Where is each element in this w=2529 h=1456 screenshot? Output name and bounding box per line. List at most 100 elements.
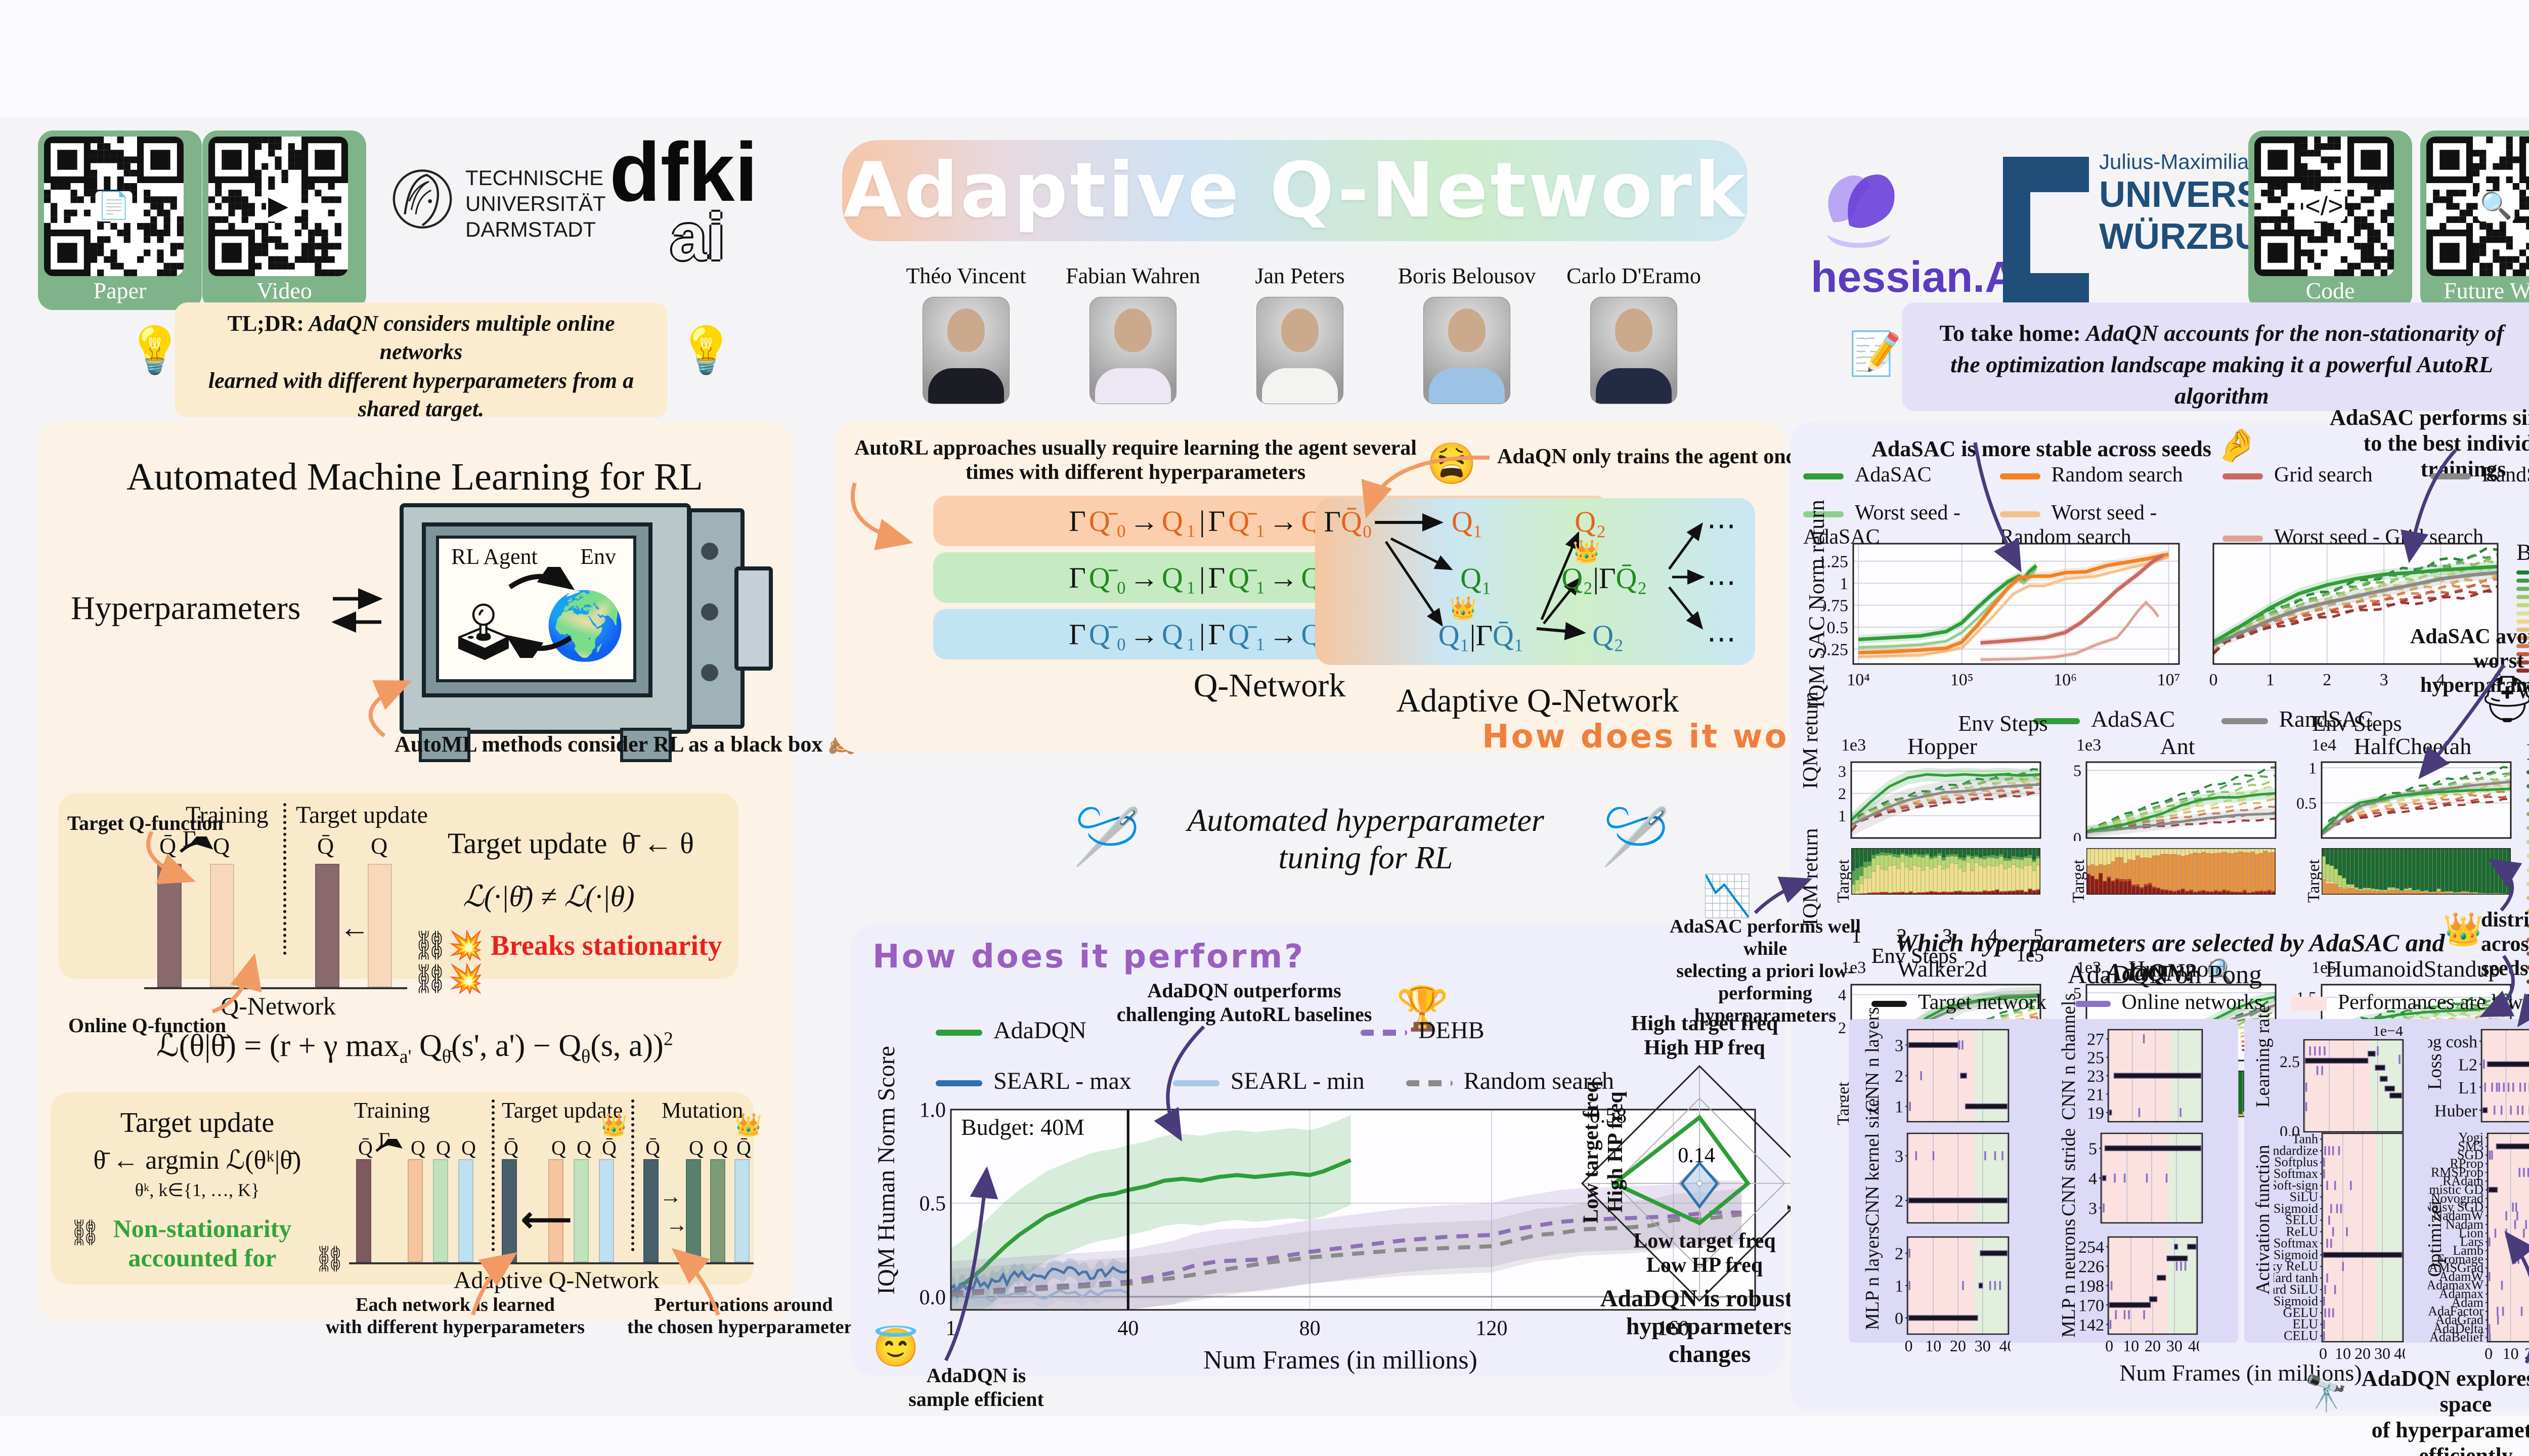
cnn-channels-panel: 27 25 23 21 19 <box>2078 1027 2204 1125</box>
svg-text:30: 30 <box>1975 1337 1991 1354</box>
boom-icon: 💥 <box>448 930 484 961</box>
env-chart: 1 2 31e3 <box>1821 745 2043 844</box>
svg-text:RProp: RProp <box>2450 1156 2483 1171</box>
svg-text:5: 5 <box>2073 761 2081 779</box>
svg-text:Novograd: Novograd <box>2431 1191 2483 1206</box>
top-band <box>0 0 2529 117</box>
qr-future-card[interactable]: 🔍 Future Work <box>2420 130 2529 310</box>
radar-label-bottom: Low target freq Low HP freq <box>1633 1229 1776 1277</box>
svg-text:120: 120 <box>1475 1317 1507 1340</box>
legend-searl-max: SEARL - max <box>993 1068 1131 1094</box>
perf-legend2: SEARL - max SEARL - min Random search <box>936 1067 1775 1095</box>
right-arrow: → <box>666 1212 688 1237</box>
e5-label: 1e5 <box>2016 945 2044 966</box>
svg-text:3: 3 <box>2088 1200 2097 1218</box>
td-loss-equation: ℒ(θ|θ̄) = (r + γ maxa' Qθ̄(s', a') − Qθ(… <box>156 1028 673 1068</box>
env-target-strip <box>2085 847 2277 897</box>
qr-code-image <box>2254 137 2394 276</box>
cnn-layers-panel: 3 2 1 <box>1884 1027 2011 1125</box>
hessian-blob-icon <box>1826 174 1895 248</box>
svg-text:2: 2 <box>1895 1192 1903 1211</box>
svg-text:80: 80 <box>1299 1317 1321 1340</box>
svg-text:226: 226 <box>2078 1258 2104 1276</box>
q-label: Q <box>371 833 388 859</box>
outperforms-note: AdaDQN outperforms challenging AutoRL ba… <box>1116 979 1372 1026</box>
q-node: ΓQ̄₀ <box>1324 505 1373 539</box>
sac-log-chart: 10⁴ 10⁵ 10⁶ 10⁷ 0.25 0.5 0.75 1 1.25 <box>1818 539 2185 693</box>
svg-text:L1: L1 <box>2458 1079 2477 1097</box>
poster-title: Adaptive Q-Network <box>843 147 1747 235</box>
qbar-label: Q̄ <box>317 833 334 859</box>
autorl-note: AutoRL approaches usually require learni… <box>854 436 1417 484</box>
qr-code-label: Code <box>2305 278 2355 303</box>
target-label: Target <box>2304 859 2323 903</box>
target-bar <box>157 864 182 987</box>
q-node: ⋯ <box>1707 566 1736 599</box>
svg-text:AdaBelief: AdaBelief <box>2429 1330 2483 1344</box>
svg-text:AdaDelta: AdaDelta <box>2433 1321 2483 1336</box>
env-steps-label: Env Steps <box>2312 711 2402 736</box>
title-banner: Adaptive Q-Network <box>842 140 1748 241</box>
breaks-row: ⛓💥 Breaks stationarity ⛓💥 <box>412 929 738 995</box>
online-bar <box>210 864 234 987</box>
env-title: Walker2d <box>1897 956 1987 982</box>
rl-agent-label: RL Agent <box>451 544 538 569</box>
best-worst-legend-1: Best Worst <box>2516 539 2529 703</box>
svg-text:10⁷: 10⁷ <box>2157 671 2181 689</box>
loss-neq-eq: ℒ(·|θ̄) ≠ ℒ(·|θ) <box>463 880 635 913</box>
hyperparameters-label: Hyperparameters <box>71 590 301 627</box>
svg-text:142: 142 <box>2078 1316 2104 1335</box>
svg-text:10: 10 <box>2503 1344 2519 1362</box>
svg-text:1: 1 <box>1895 1277 1903 1296</box>
tu-line3: DARMSTADT <box>465 217 596 242</box>
svg-text:GELU: GELU <box>2283 1305 2319 1320</box>
training-label: Training <box>186 802 269 828</box>
svg-text:2: 2 <box>1895 1245 1903 1263</box>
svg-text:1: 1 <box>2308 760 2317 777</box>
env-steps-label: Env Steps <box>1871 945 1957 968</box>
vault-body: RL Agent Env 🕹 🌍 <box>400 503 691 762</box>
svg-text:AdamaxW: AdamaxW <box>2428 1277 2483 1292</box>
svg-text:25: 25 <box>2087 1049 2104 1068</box>
qbar-label: Q̄ <box>159 833 177 859</box>
env-title: Humanoid <box>2128 956 2227 982</box>
qr-paper[interactable]: 📄 Paper <box>38 130 202 310</box>
qr-code-card[interactable]: </> Code <box>2248 130 2412 310</box>
author-name: Fabian Wahren <box>1066 263 1200 288</box>
svg-text:20: 20 <box>2145 1337 2161 1354</box>
svg-text:40: 40 <box>1117 1317 1139 1340</box>
author-name: Jan Peters <box>1255 263 1345 288</box>
perf-ylabel: IQM Human Norm Score <box>873 1046 900 1295</box>
svg-text:Tanh: Tanh <box>2292 1131 2318 1146</box>
svg-text:10: 10 <box>1925 1337 1941 1354</box>
svg-text:1e3: 1e3 <box>1831 760 1853 762</box>
svg-text:5: 5 <box>2088 1140 2097 1159</box>
learning-rate-panel: 0.0 2.5 1e−4 <box>2274 1023 2405 1140</box>
tu-line2: UNIVERSITÄT <box>465 192 606 216</box>
qr-video[interactable]: ▶ Video <box>202 130 366 310</box>
cnn-stride-panel: 5 4 3 <box>2078 1130 2204 1226</box>
svg-text:2.5: 2.5 <box>2280 1052 2300 1071</box>
svg-text:1e−4: 1e−4 <box>2373 1027 2403 1039</box>
svg-text:2: 2 <box>1895 1067 1903 1086</box>
dfki-word: dfki <box>609 125 758 218</box>
target-update-eq: Target update θ̄ ← θ <box>448 827 694 860</box>
legend-adadqn: AdaDQN <box>993 1017 1086 1044</box>
learning-rate-label: Learning rate <box>2252 1004 2274 1108</box>
svg-text:NadamW: NadamW <box>2433 1208 2483 1223</box>
svg-text:1: 1 <box>1838 807 1846 825</box>
code-icon: </> <box>2303 191 2345 222</box>
svg-text:ReLU: ReLU <box>2286 1224 2318 1239</box>
how-does-it-work-label: How does it work? <box>1482 718 1851 756</box>
q-node: Q₁ <box>1460 562 1492 595</box>
e5-label: 1e5 <box>2016 945 2044 966</box>
cnn-layers-label: CNN n layers <box>1862 1007 1883 1113</box>
avatar <box>1256 297 1343 404</box>
env-legend: AdaSAC RandSAC <box>2033 705 2373 732</box>
q-node: Q₂ <box>1575 505 1606 539</box>
radar-label-left: Low target freq High HP freq <box>1580 1081 1627 1223</box>
